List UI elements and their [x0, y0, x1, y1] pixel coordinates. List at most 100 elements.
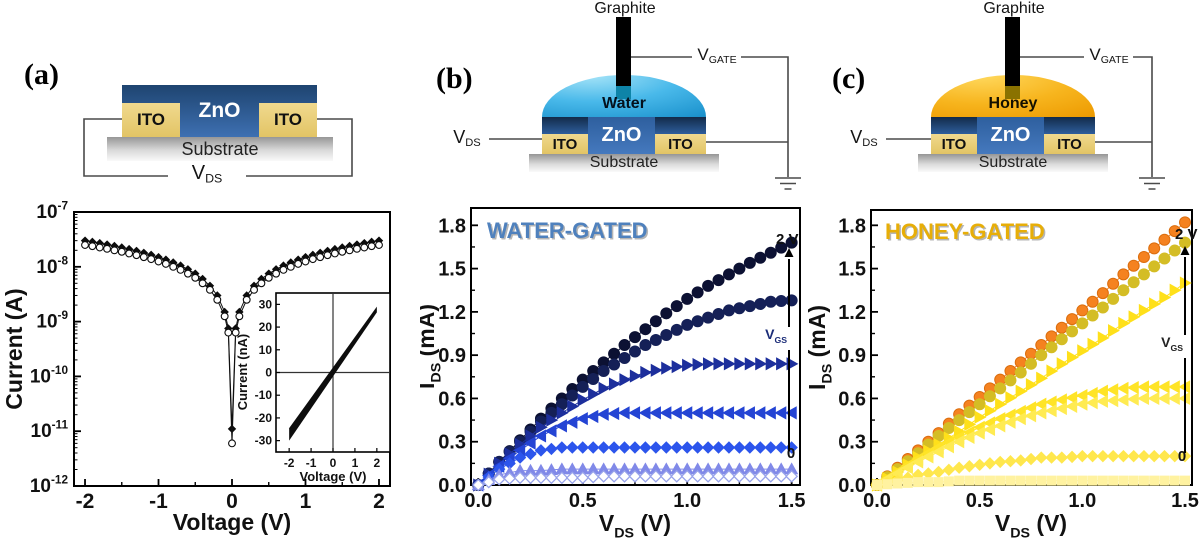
wire-a-left — [83, 118, 168, 177]
ito-right-a-label: ITO — [273, 110, 303, 129]
x-tick-label: -1 — [149, 490, 168, 513]
y-axis-title: IDS (mA) — [420, 304, 444, 389]
arrow-head-icon — [1180, 246, 1190, 255]
y-tick-label: 0.9 — [438, 345, 466, 367]
vgs-arrow-label: VGS — [765, 326, 787, 345]
vds-label-c: VDS — [850, 127, 878, 150]
panel-b-label: (b) — [436, 62, 473, 95]
x-tick-label: 2 — [373, 490, 385, 513]
vgs-arrow-label: VGS — [1161, 334, 1183, 353]
x-tick-label: 1 — [300, 490, 312, 513]
y-tick-label: 0.3 — [838, 432, 866, 454]
graphite-rod-tip-b — [616, 86, 631, 99]
y-tick-label: 1.5 — [838, 259, 866, 281]
y-tick-label: 1.5 — [438, 259, 466, 281]
honey-label: Honey — [988, 95, 1038, 112]
ito-right-c-label: ITO — [1057, 135, 1082, 153]
ito-right-b-label: ITO — [668, 135, 693, 153]
substrate-c-label: Substrate — [978, 154, 1048, 171]
zno-label-a: ZnO — [198, 99, 241, 122]
inset-y-tick: -20 — [255, 411, 273, 425]
honey-gated-chart: 0.0 0.5 1.0 1.5 0.0 0.3 0.6 0.9 1.2 1.5 1.8 VDS (V)… — [805, 209, 1199, 541]
inset-y-tick: -30 — [255, 434, 273, 448]
x-tick-label: 1.5 — [778, 490, 805, 512]
inset-x-tick: 1 — [352, 456, 359, 470]
inset-y-title: Current (nA) — [235, 334, 250, 411]
x-tick-label: 1.0 — [673, 490, 701, 512]
vds-label-b: VDS — [453, 127, 481, 150]
chart-title-shadow: WATER-GATED — [489, 220, 650, 245]
inset-x-tick: 0 — [330, 456, 337, 470]
y-axis-title: IDS (mA) — [805, 305, 835, 390]
y-tick-label: 10-12 — [30, 473, 69, 497]
vds-label-a: VDS — [191, 162, 223, 186]
graphite-rod-b — [616, 17, 631, 86]
chart-title: WATER-GATED — [487, 218, 648, 243]
series-sweep-open — [81, 241, 383, 448]
graphite-rod-c — [1005, 17, 1020, 86]
chart-title: HONEY-GATED — [885, 219, 1045, 244]
x-axis-title: VDS (V) — [995, 510, 1067, 541]
x-axis-title: VDS (V) — [599, 510, 671, 541]
x-tick-label: 0.0 — [464, 490, 492, 512]
x-tick-label: 0.5 — [569, 490, 597, 512]
y-tick-label: 10-7 — [36, 199, 68, 223]
gate-min-label: 0 — [1178, 448, 1186, 465]
series-series-7 — [872, 475, 1190, 490]
y-tick-label: 0.0 — [438, 475, 466, 497]
vgate-label-b: VGATE — [697, 45, 737, 66]
series-series-3 — [473, 357, 799, 492]
series-series-7 — [471, 469, 799, 492]
gate-max-label: 2 V — [1175, 226, 1198, 243]
y-tick-label: 0.6 — [438, 388, 466, 410]
y-tick-label: 10-8 — [36, 254, 68, 278]
inset-x-title: Voltage (V) — [300, 469, 367, 484]
ground-icon-b — [775, 177, 801, 190]
inset-y-tick: -10 — [255, 388, 273, 402]
x-tick-label: 1.5 — [1171, 490, 1199, 512]
zno-label-c: ZnO — [990, 124, 1031, 146]
graphite-rod-tip-c — [1005, 86, 1020, 99]
y-tick-label: 1.2 — [438, 302, 466, 324]
inset-y-tick: 20 — [259, 320, 273, 334]
arrow-head-icon — [784, 248, 794, 257]
gate-voltage-annotations: 2 V 0 VGS — [1161, 226, 1197, 465]
chart-title-shadow: HONEY-GATED — [887, 221, 1047, 246]
x-tick-label: 1.0 — [1068, 490, 1096, 512]
y-tick-label: 0.3 — [438, 432, 466, 454]
substrate-b-label: Substrate — [589, 154, 659, 171]
y-tick-label: 10-11 — [31, 419, 69, 443]
ito-right-b: ITO — [655, 134, 706, 154]
series-series-5 — [870, 391, 1191, 492]
inset-data-band — [289, 306, 377, 441]
inset-y-tick: 0 — [265, 366, 272, 380]
substrate-a-label: Substrate — [181, 138, 259, 159]
y-tick-label: 0.6 — [838, 388, 866, 410]
y-tick-label: 1.2 — [838, 302, 866, 324]
y-tick-label: 10-9 — [36, 309, 68, 333]
wire-b-gate2 — [741, 56, 789, 177]
wire-c-gate2 — [1133, 56, 1153, 177]
y-tick-label: 1.8 — [838, 215, 866, 237]
inset-y-tick: 10 — [259, 343, 273, 357]
x-tick-label: 0 — [226, 490, 238, 513]
gate-min-label: 0 — [787, 445, 795, 462]
y-axis-title: Current (A) — [1, 288, 27, 409]
y-tick-label: 0.9 — [838, 345, 866, 367]
x-tick-label: -2 — [76, 490, 95, 513]
ito-right-a: ITO — [259, 103, 317, 137]
y-tick-label: 0.0 — [838, 475, 866, 497]
iv-curve-chart: -2 -1 0 1 210-710-810-910-1010-1110-12Voltag… — [1, 199, 391, 535]
x-tick-label: 0.5 — [966, 490, 994, 512]
inset-x-tick: 2 — [373, 456, 380, 470]
series-series-2 — [871, 236, 1191, 491]
series-series-5 — [472, 441, 798, 492]
ito-right-c: ITO — [1044, 134, 1095, 154]
panel-a-label: (a) — [24, 58, 59, 91]
ito-left-b-label: ITO — [552, 135, 578, 153]
wire-a-right — [246, 118, 353, 177]
zno-channel-c: ZnO — [977, 117, 1044, 154]
